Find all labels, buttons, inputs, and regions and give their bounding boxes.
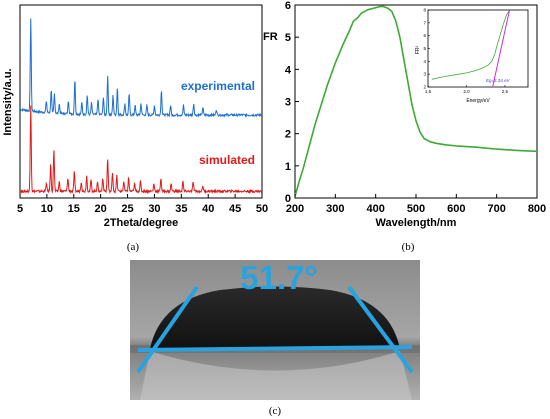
fr-ylabel: FR [263,31,278,43]
fr-series-line [294,5,538,197]
xrd-xtick-label: 50 [256,203,268,215]
xrd-ylabel: Intensity/a.u. [2,68,14,135]
inset-ytick-label: 3 [423,72,426,77]
fr-ytick-label: 5 [285,32,291,44]
inset-ytick-label: 4 [423,59,426,64]
panel-label-b: (b) [402,241,415,253]
xrd-xtick-label: 40 [202,203,214,215]
inset-ytick-label: 2 [423,85,426,90]
xrd-chart: 5 10 15 20 25 30 35 40 45 50 experimental simulat… [2,4,268,253]
xrd-series-label-experimental: experimental [181,79,255,93]
inset-ytick-label: 6 [423,33,426,38]
inset-ytick-label: 5 [423,46,426,51]
fr-ytick-label: 4 [285,64,292,76]
fr-ytick-label: 3 [285,97,291,109]
fr-chart: 200 300 400 500 600 700 800 0 1 2 3 4 5 6 FR Waveleng… [263,0,546,253]
xrd-xtick-label: 35 [175,203,187,215]
xrd-xtick-label: 10 [41,203,53,215]
xrd-xtick-label: 20 [95,203,107,215]
xrd-series-line-0 [19,18,263,118]
inset-ylabel: FR² [415,46,421,55]
xrd-series-label-simulated: simulated [199,153,255,167]
xrd-xtick-label: 25 [121,203,133,215]
inset-annotation: Eg=2.34 eV [486,78,510,83]
inset-ytick-label: 7 [423,20,426,25]
inset-frame [427,9,529,88]
droplet-reflection [140,351,412,400]
xrd-xtick-label: 45 [229,203,241,215]
xrd-plot-frame [19,4,263,199]
panel-label-c: (c) [269,405,282,417]
fr-xtick-label: 400 [366,203,384,215]
panel-label-a: (a) [127,241,140,253]
fr-xtick-label: 800 [528,203,546,215]
inset-xtick-label: 1.5 [425,89,432,94]
tangent-line-left [136,285,199,374]
xrd-series-line-1 [19,105,263,195]
inset-xtick-label: 2.5 [502,89,509,94]
fr-xtick-label: 200 [286,203,304,215]
contact-angle-photo: 51.7° (c) [130,259,420,417]
fr-ytick-label: 2 [285,129,291,141]
fr-xtick-label: 300 [326,203,344,215]
fr-ytick-label: 6 [285,0,291,12]
tangent-line-right [347,285,414,374]
fr-ytick-label: 0 [285,193,291,205]
contact-angle-value: 51.7° [240,259,317,296]
xrd-xtick-label: 30 [148,203,160,215]
water-droplet [150,286,400,349]
fr-xtick-label: 600 [447,203,465,215]
xrd-xtick-label: 15 [68,203,80,215]
fr-xtick-label: 700 [487,203,505,215]
inset-xtick-label: 2.0 [463,89,470,94]
fr-inset-chart: 1.5 2.0 2.5 2 3 4 5 6 7 8 Energy/eV FR² Eg=2.34 e… [415,8,529,104]
fr-ytick-label: 1 [285,161,291,173]
xrd-xlabel: 2Theta/degree [104,217,179,229]
xrd-xtick-label: 5 [17,203,23,215]
inset-ytick-label: 8 [423,8,426,13]
baseline-line [137,345,413,352]
inset-xlabel: Energy/eV [466,98,490,104]
fr-xtick-label: 500 [407,203,425,215]
inset-curve [431,9,510,80]
fr-xlabel: Wavelength/nm [376,217,457,229]
inset-fit-line [492,9,511,88]
